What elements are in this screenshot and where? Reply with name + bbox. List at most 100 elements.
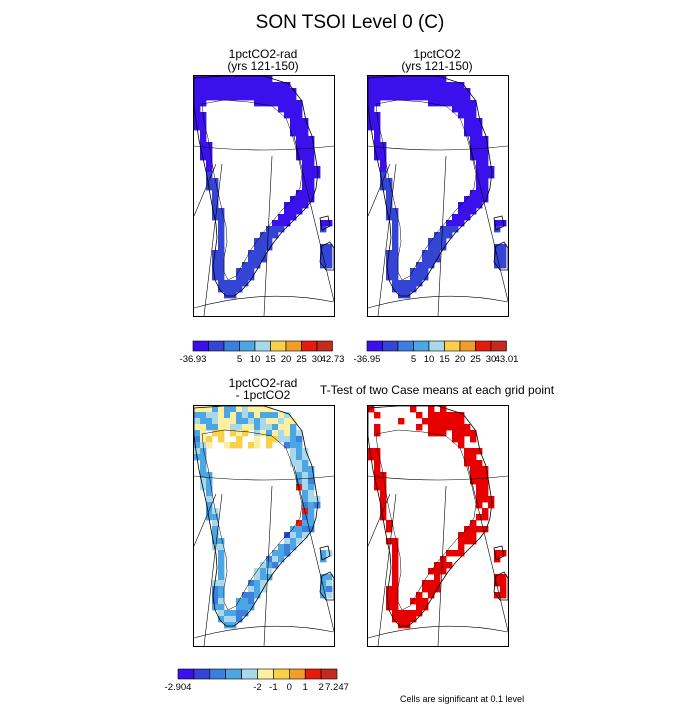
grid-cell [476,142,483,149]
grid-cell [230,88,237,95]
map-panel-3-diff [193,405,335,647]
grid-cell [254,88,261,95]
grid-cell [206,418,213,425]
grid-cell [260,424,267,431]
grid-cell [476,136,483,143]
grid-cell [290,526,297,533]
grid-cell [308,160,315,167]
grid-cell [392,82,399,89]
grid-cell [224,286,231,293]
grid-cell [404,286,411,293]
grid-cell [302,184,309,191]
colorbar-label: -36.93 [180,354,207,365]
grid-cell [254,262,261,269]
grid-cell [422,82,429,89]
grid-cell [230,418,237,425]
grid-cell [284,214,291,221]
grid-cell [494,262,501,269]
grid-cell [302,124,309,131]
grid-cell [242,610,249,617]
grid-cell [428,256,435,263]
grid-cell [266,436,273,443]
grid-cell [434,100,441,107]
grid-cell [194,448,201,455]
grid-cell [224,424,231,431]
grid-cell [242,598,249,605]
grid-cell [266,442,273,449]
grid-cell [218,238,225,245]
grid-cell [200,424,207,431]
grid-cell [260,418,267,425]
grid-cell [470,430,477,437]
grid-cell [500,244,507,251]
grid-cell [212,196,219,203]
grid-cell [446,424,453,431]
grid-cell [458,418,465,425]
page-title: SON TSOI Level 0 (C) [255,12,445,33]
grid-cell [200,466,207,473]
grid-cell [290,112,297,119]
colorbar-label: 25 [470,354,481,365]
grid-cell [440,88,447,95]
grid-cell [386,214,393,221]
grid-cell [206,76,213,83]
grid-cell [206,82,213,89]
grid-cell [470,196,477,203]
grid-cell [290,202,297,209]
panel3-title-line2: - 1pctCO2 [235,388,291,402]
grid-cell [386,598,393,605]
grid-cell [290,124,297,131]
grid-cell [254,568,261,575]
grid-cell [266,82,273,89]
grid-cell [470,202,477,209]
coastline-polygon [368,76,493,297]
grid-cell [254,436,261,443]
grid-cell [416,94,423,101]
grid-cell [404,88,411,95]
grid-cell [392,226,399,233]
map-canvas [368,406,508,646]
grid-cell [308,472,315,479]
grid-cell [278,220,285,227]
colorbar-label: 15 [265,354,276,365]
grid-cell [218,544,225,551]
grid-cell [308,172,315,179]
grid-cell [218,94,225,101]
grid-cell [428,76,435,83]
grid-cell [218,88,225,95]
grid-cell [458,442,465,449]
grid-cell [290,442,297,449]
grid-cell [296,142,303,149]
colorbar-label: -2 [253,682,261,693]
grid-cell [464,100,471,107]
grid-cell [296,202,303,209]
grid-cell [302,142,309,149]
grid-cell [410,610,417,617]
colorbar-label: 30 [486,354,497,365]
grid-cell [392,220,399,227]
grid-cell [380,94,387,101]
colorbar-box [193,668,211,680]
grid-cell [392,88,399,95]
grid-cell [470,190,477,197]
grid-cell [236,94,243,101]
grid-cell [416,88,423,95]
grid-cell [446,226,453,233]
grid-cell [440,418,447,425]
grid-cell [200,130,207,137]
grid-cell [218,574,225,581]
grid-cell [254,406,261,413]
grid-cell [278,556,285,563]
grid-cell [278,544,285,551]
grid-cell [194,442,201,449]
grid-cell [272,232,279,239]
grid-cell [374,148,381,155]
grid-cell [458,532,465,539]
grid-cell [398,610,405,617]
grid-cell [302,484,309,491]
grid-cell [272,562,279,569]
grid-cell [440,430,447,437]
grid-cell [200,124,207,131]
grid-cell [218,424,225,431]
colorbar-box [241,668,258,680]
